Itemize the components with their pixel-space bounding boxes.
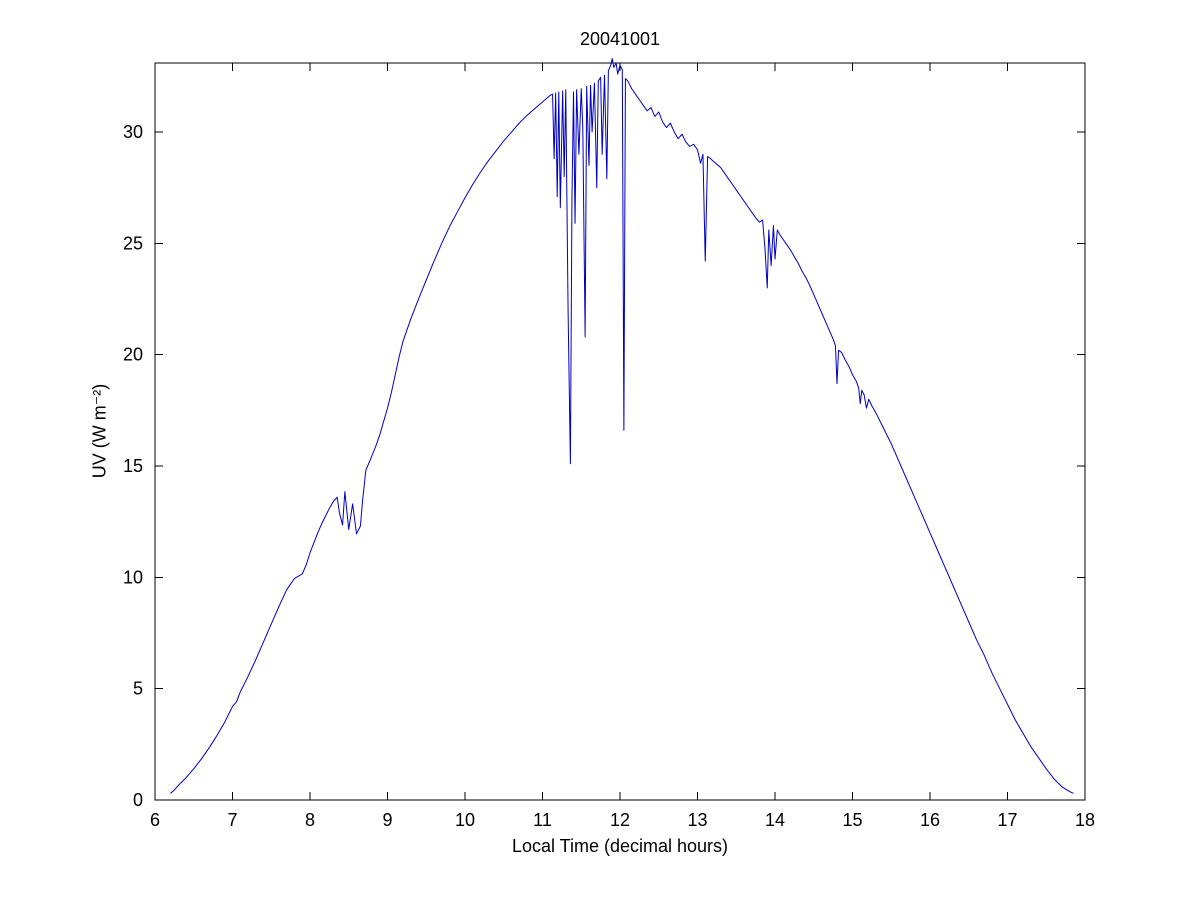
x-tick-label: 17 (997, 810, 1017, 830)
y-tick-label: 20 (123, 345, 143, 365)
y-axis-label: UV (W m⁻²) (89, 383, 110, 479)
x-tick-label: 18 (1075, 810, 1095, 830)
x-tick-label: 13 (687, 810, 707, 830)
x-tick-label: 10 (455, 810, 475, 830)
y-tick-label: 5 (133, 679, 143, 699)
axes-box (154, 62, 1086, 801)
x-tick-label: 12 (610, 810, 630, 830)
x-tick-label: 8 (305, 810, 315, 830)
y-tick-label: 10 (123, 567, 143, 587)
y-tick-label: 30 (123, 122, 143, 142)
x-tick-label: 6 (150, 810, 160, 830)
uv-data-line (170, 58, 1074, 794)
chart-title: 20041001 (579, 29, 661, 49)
x-tick-label: 11 (533, 810, 552, 830)
x-tick-label: 9 (382, 810, 392, 830)
x-tick-label: 14 (765, 810, 785, 830)
x-tick-label: 16 (920, 810, 940, 830)
x-tick-label: 15 (842, 810, 862, 830)
y-tick-label: 25 (123, 233, 143, 253)
y-tick-label: 0 (133, 790, 143, 810)
x-axis-label: Local Time (decimal hours) (511, 836, 729, 856)
y-tick-label: 15 (123, 456, 143, 476)
x-tick-label: 7 (227, 810, 237, 830)
